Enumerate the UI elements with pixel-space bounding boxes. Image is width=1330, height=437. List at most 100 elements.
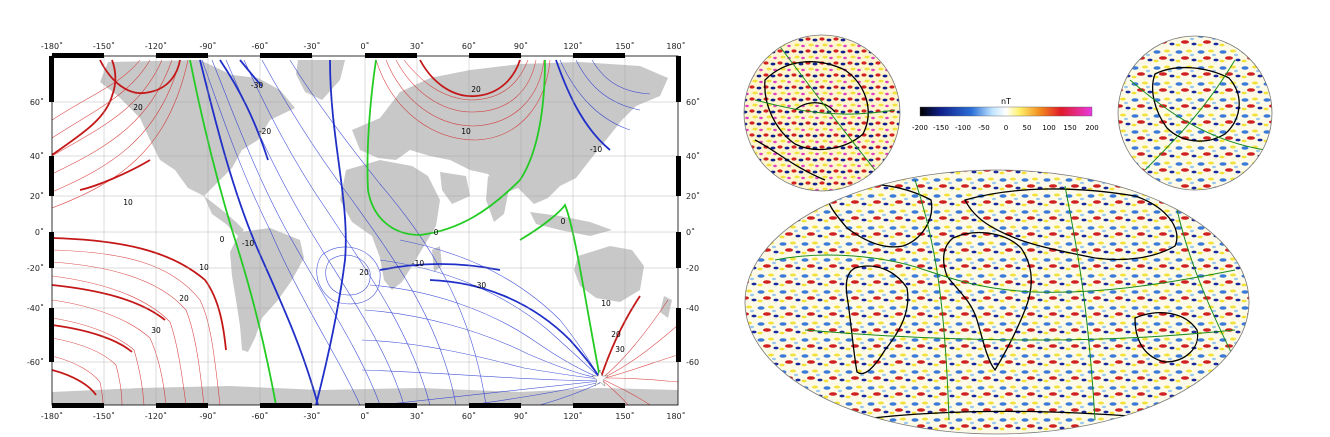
contour-minus-10-sa xyxy=(199,59,319,405)
x-tick-bottom: -30˚ xyxy=(303,411,320,421)
y-tick-right: 60˚ xyxy=(686,97,700,107)
south-polar-inset xyxy=(1117,35,1273,191)
y-tick-right: -40˚ xyxy=(686,303,700,313)
x-tick-top: 60˚ xyxy=(462,41,476,51)
contour-label: 10 xyxy=(461,127,471,136)
colorbar-unit-label: nT xyxy=(1001,97,1011,106)
y-tick-left: 40˚ xyxy=(30,151,44,161)
madagascar-shape xyxy=(432,246,442,272)
colorbar-gradient xyxy=(919,106,1093,117)
contour-minus-30-indian xyxy=(429,279,601,379)
plate-boundary xyxy=(774,254,1236,293)
antarctica-outline xyxy=(854,410,1156,421)
positive-contours-thin xyxy=(52,59,678,405)
zero-contour-indian xyxy=(519,203,601,379)
plate-boundary xyxy=(914,179,950,421)
contour-label: 20 xyxy=(359,268,369,277)
australia-outline xyxy=(1134,312,1199,363)
colorbar-tick: 0 xyxy=(1004,124,1008,132)
contour-label: 10 xyxy=(199,263,209,272)
contour-plus-10-australia xyxy=(599,295,641,381)
graticule xyxy=(52,56,678,405)
negative-contours-thick xyxy=(199,59,611,405)
y-tick-left: 20˚ xyxy=(30,191,44,201)
x-tick-top: -180˚ xyxy=(41,41,63,51)
colorbar: nT -200 -150 -100 -50 0 50 100 150 200 xyxy=(912,97,1099,132)
zero-contour-americas xyxy=(189,59,277,405)
zero-contours xyxy=(189,59,601,405)
contour-plus-10-south xyxy=(52,237,227,351)
eurasia-outline xyxy=(964,188,1178,261)
x-tick-top: -30˚ xyxy=(303,41,320,51)
contour-label: -30 xyxy=(474,281,486,290)
contour-label: -30 xyxy=(251,81,263,90)
australia-shape xyxy=(574,246,644,302)
contour-label: 10 xyxy=(601,299,611,308)
contour-label: 20 xyxy=(179,294,189,303)
contour-minus-20-atlantic xyxy=(315,59,347,405)
y-tick-right: 20˚ xyxy=(686,191,700,201)
y-tick-right: -20˚ xyxy=(686,263,700,273)
contour-label: 20 xyxy=(471,85,481,94)
colorbar-tick: -100 xyxy=(955,124,971,132)
contour-plus-30-south xyxy=(52,324,133,353)
contour-minus-20-americas xyxy=(219,59,269,161)
colorbar-tick: 150 xyxy=(1063,124,1076,132)
y-tick-left: -40˚ xyxy=(27,303,44,313)
x-tick-bottom: 120˚ xyxy=(563,411,582,421)
x-tick-bottom: -150˚ xyxy=(93,411,115,421)
x-tick-top: -120˚ xyxy=(145,41,167,51)
frame-strips xyxy=(49,53,681,408)
north-america-outline xyxy=(826,183,933,248)
contour-label: 20 xyxy=(133,103,143,112)
x-tick-bottom: -180˚ xyxy=(41,411,63,421)
greenland-shape xyxy=(296,60,345,100)
y-tick-right: 40˚ xyxy=(686,151,700,161)
contour-plus-20-asia xyxy=(419,59,521,97)
x-tick-top: 120˚ xyxy=(563,41,582,51)
plate-boundary xyxy=(1174,199,1236,361)
contour-label: 30 xyxy=(615,345,625,354)
x-tick-bottom: 90˚ xyxy=(514,411,528,421)
contour-label: -10 xyxy=(242,239,254,248)
x-tick-bottom: 0˚ xyxy=(360,411,369,421)
pole-star-icon xyxy=(591,369,609,387)
x-tick-bottom: -90˚ xyxy=(199,411,216,421)
x-tick-top: 0˚ xyxy=(360,41,369,51)
x-tick-top: 150˚ xyxy=(615,41,634,51)
contour-map: -30 20 -20 20 10 -10 10 0 0 0 -10 10 20 … xyxy=(27,41,700,421)
global-anomaly-ellipse xyxy=(744,169,1250,435)
x-tick-top: 30˚ xyxy=(410,41,424,51)
y-tick-right: 0˚ xyxy=(686,227,695,237)
contour-label: 10 xyxy=(123,198,133,207)
plate-boundary xyxy=(1064,185,1096,421)
x-tick-bottom: -60˚ xyxy=(251,411,268,421)
contour-label: 0 xyxy=(561,217,566,226)
y-tick-left: 0˚ xyxy=(35,227,44,237)
x-tick-bottom: -120˚ xyxy=(145,411,167,421)
plate-boundary xyxy=(804,329,1236,341)
africa-outline xyxy=(942,231,1032,372)
eurasia-shape xyxy=(352,62,668,204)
contour-label: -10 xyxy=(590,145,602,154)
contour-label: 0 xyxy=(220,235,225,244)
north-polar-inset xyxy=(743,34,901,192)
south-america-outline xyxy=(845,265,909,375)
zero-contour-atlantic xyxy=(366,59,546,236)
contour-minus-30-top xyxy=(239,59,263,87)
contour-label: 20 xyxy=(611,330,621,339)
contour-plus-10-pacific xyxy=(52,59,117,156)
anomaly-map: nT -200 -150 -100 -50 0 50 100 150 200 xyxy=(743,34,1273,435)
x-tick-bottom: 60˚ xyxy=(462,411,476,421)
contour-minus-10-asia xyxy=(555,59,611,151)
x-tick-bottom: 150˚ xyxy=(615,411,634,421)
colorbar-tick: 100 xyxy=(1042,124,1055,132)
north-america-shape xyxy=(100,60,295,196)
colorbar-tick: 200 xyxy=(1085,124,1098,132)
y-tick-left: -60˚ xyxy=(27,357,44,367)
contour-label: 30 xyxy=(151,326,161,335)
contour-label: 0 xyxy=(434,228,439,237)
central-america-shape xyxy=(204,196,244,236)
x-tick-top: -90˚ xyxy=(199,41,216,51)
colorbar-tick: -200 xyxy=(912,124,928,132)
